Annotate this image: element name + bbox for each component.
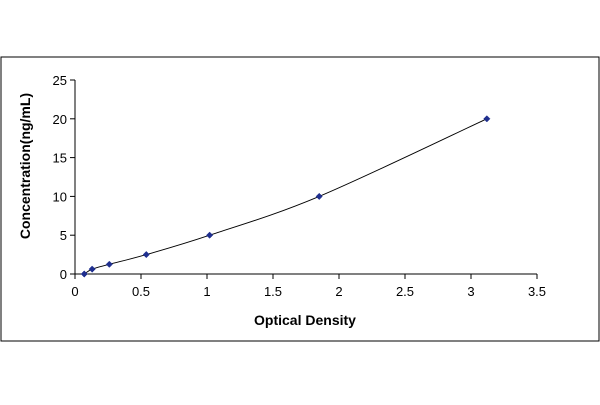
x-tick-label: 1 xyxy=(203,284,210,299)
chart-outer-frame xyxy=(0,56,600,342)
x-tick-label: 0.5 xyxy=(132,284,150,299)
data-point xyxy=(206,231,214,239)
x-tick-label: 1.5 xyxy=(264,284,282,299)
data-point xyxy=(80,270,88,278)
x-tick-label: 2.5 xyxy=(396,284,414,299)
y-tick-label: 0 xyxy=(60,267,67,282)
x-tick-label: 3.5 xyxy=(528,284,546,299)
x-tick-label: 2 xyxy=(335,284,342,299)
x-tick-label: 0 xyxy=(71,284,78,299)
data-point xyxy=(105,260,113,268)
y-tick-label: 5 xyxy=(60,228,67,243)
y-tick-label: 20 xyxy=(53,112,67,127)
y-tick-label: 10 xyxy=(53,189,67,204)
data-point xyxy=(88,265,96,273)
y-tick-label: 25 xyxy=(53,73,67,88)
data-point xyxy=(483,115,491,123)
x-axis-title: Optical Density xyxy=(254,312,356,328)
y-axis-title: Concentration(ng/mL) xyxy=(17,93,33,239)
plot-area: 0 0.5 1 1.5 2 2.5 3 3.5 0 5 10 15 20 25 xyxy=(53,73,547,299)
data-point xyxy=(315,192,323,200)
data-point xyxy=(142,251,150,259)
y-tick-label: 15 xyxy=(53,151,67,166)
x-tick-label: 3 xyxy=(467,284,474,299)
